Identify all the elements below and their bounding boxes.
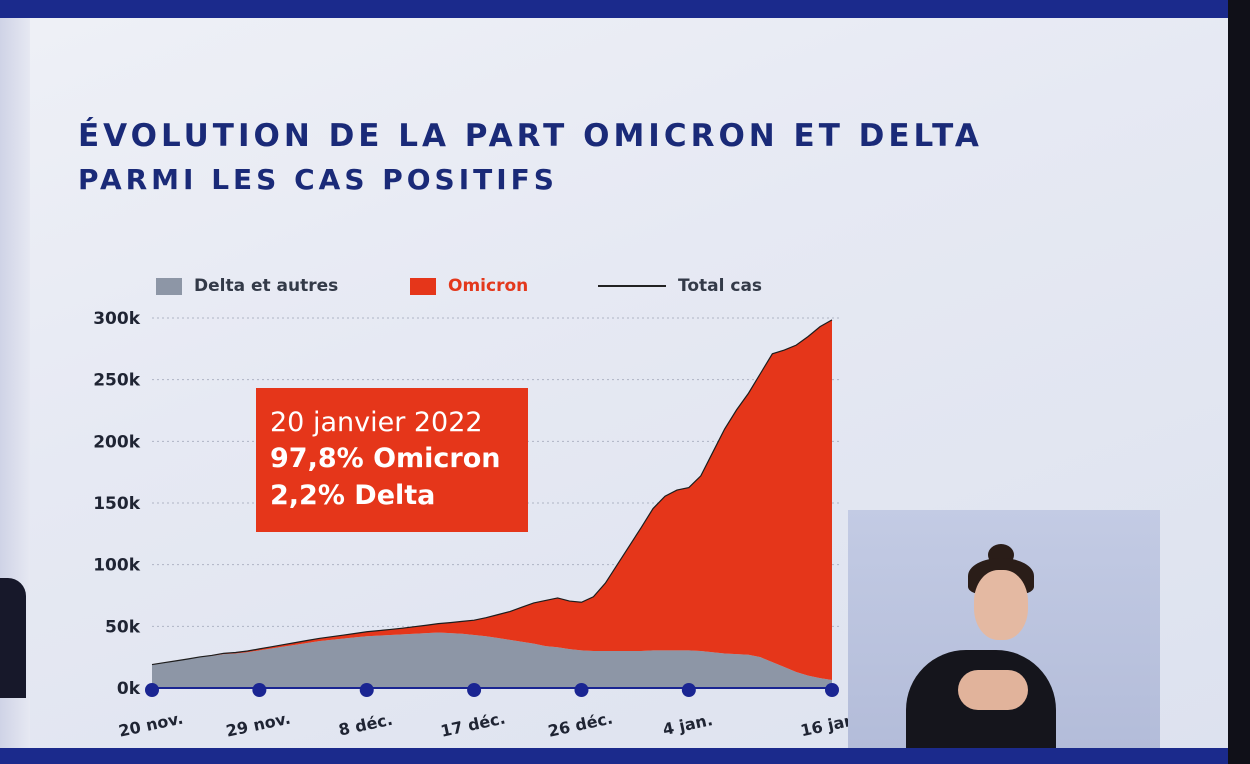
annotation-delta: 2,2% Delta — [270, 480, 436, 511]
tv-bezel-right — [1228, 0, 1250, 764]
x-tick-marker — [825, 683, 839, 697]
legend-swatch-delta — [156, 277, 182, 295]
y-tick-label: 100k — [93, 556, 140, 576]
broadcast-screen: ÉVOLUTION DE LA PART OMICRON ET DELTA PA… — [30, 18, 1228, 748]
legend-item-omicron: Omicron — [410, 276, 528, 296]
x-tick-marker — [681, 683, 696, 697]
y-tick-label: 0k — [117, 679, 141, 699]
left-video-strip — [0, 18, 30, 764]
series-line-total — [151, 319, 833, 666]
legend-line-total — [598, 285, 666, 287]
x-tick-marker — [467, 683, 482, 697]
annotation-box: 20 janvier 2022 97,8% Omicron 2,2% Delta — [256, 388, 528, 532]
interpreter-head — [974, 570, 1028, 640]
x-tick-marker — [252, 683, 267, 697]
y-tick-label: 250k — [93, 371, 140, 391]
chart-subtitle: PARMI LES CAS POSITIFS — [78, 163, 558, 196]
interpreter-hands — [958, 670, 1028, 710]
x-tick-label: 4 jan. — [661, 710, 714, 739]
y-tick-label: 200k — [93, 432, 140, 452]
x-tick-marker — [574, 683, 589, 697]
series-area-delta — [152, 632, 832, 688]
presenter-silhouette — [0, 578, 26, 698]
series-area-omicron — [152, 319, 832, 680]
y-tick-label: 150k — [93, 494, 140, 514]
legend-label-total: Total cas — [678, 276, 763, 296]
legend-item-delta: Delta et autres — [156, 276, 338, 296]
x-tick-label: 26 déc. — [546, 708, 614, 740]
chart-title: ÉVOLUTION DE LA PART OMICRON ET DELTA — [78, 118, 983, 154]
legend-label-delta: Delta et autres — [194, 276, 339, 296]
x-tick-label: 17 déc. — [439, 708, 507, 740]
chart-legend: Delta et autres Omicron Total cas — [156, 276, 796, 302]
annotation-omicron: 97,8% Omicron — [270, 443, 501, 474]
legend-label-omicron: Omicron — [448, 276, 529, 296]
x-tick-marker — [145, 683, 159, 697]
x-tick-label: 20 nov. — [117, 709, 185, 741]
x-tick-label: 29 nov. — [224, 709, 292, 741]
x-tick-label: 8 déc. — [337, 710, 394, 740]
x-tick-marker — [359, 683, 374, 697]
legend-swatch-omicron — [410, 277, 436, 295]
legend-item-total: Total cas — [598, 276, 762, 296]
tv-bottom-bar — [0, 748, 1228, 764]
y-tick-label: 50k — [105, 617, 141, 637]
sign-language-interpreter-video — [848, 510, 1160, 748]
annotation-date: 20 janvier 2022 — [270, 407, 483, 438]
y-tick-label: 300k — [93, 309, 140, 329]
